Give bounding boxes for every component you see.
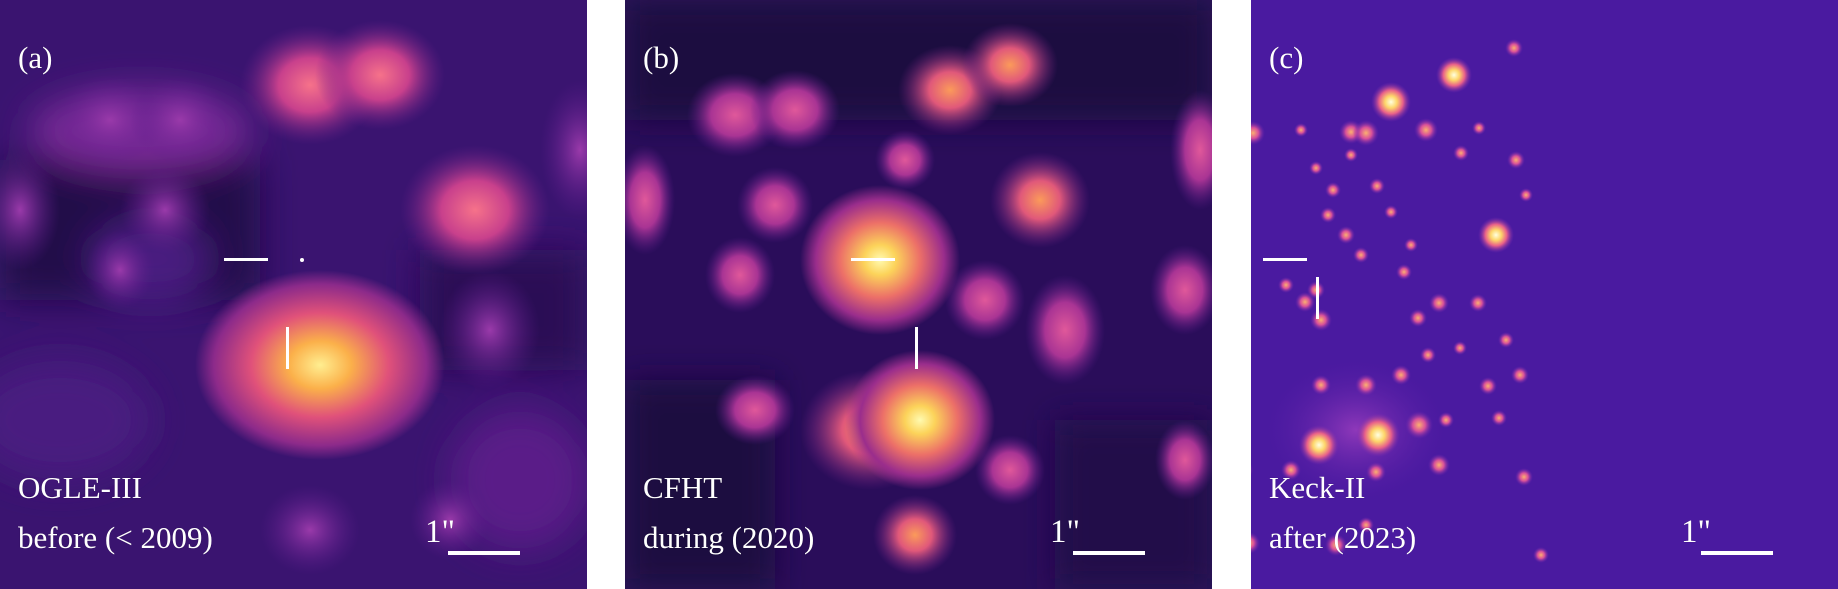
panel-label: (b) [643, 40, 680, 75]
epoch-label: before (< 2009) [18, 520, 213, 555]
panel-label: (a) [18, 40, 53, 75]
panel-b: (b) CFHT during (2020) 1" [625, 0, 1212, 589]
epoch-label: during (2020) [643, 520, 815, 555]
target-marker-vertical [286, 327, 289, 369]
target-marker-vertical [1316, 277, 1319, 319]
instrument-label: OGLE-III [18, 470, 142, 505]
panel-label: (c) [1269, 40, 1304, 75]
panel-a: (a) OGLE-III before (< 2009) 1" [0, 0, 587, 589]
scale-bar [448, 551, 520, 555]
scale-bar-label: 1" [425, 514, 455, 550]
instrument-label: Keck-II [1269, 470, 1366, 505]
image-a [0, 0, 587, 589]
scale-bar [1073, 551, 1145, 555]
image-b [625, 0, 1212, 589]
target-marker-horizontal [1263, 258, 1307, 261]
scale-bar-label: 1" [1681, 514, 1711, 550]
target-marker-horizontal [851, 258, 895, 261]
target-marker-horizontal [224, 258, 268, 261]
image-c [1251, 0, 1838, 589]
scale-bar-label: 1" [1050, 514, 1080, 550]
epoch-label: after (2023) [1269, 520, 1417, 555]
instrument-label: CFHT [643, 470, 723, 505]
scale-bar [1701, 551, 1773, 555]
target-marker-vertical [915, 327, 918, 369]
panel-c: (c) Keck-II after (2023) 1" [1251, 0, 1838, 589]
